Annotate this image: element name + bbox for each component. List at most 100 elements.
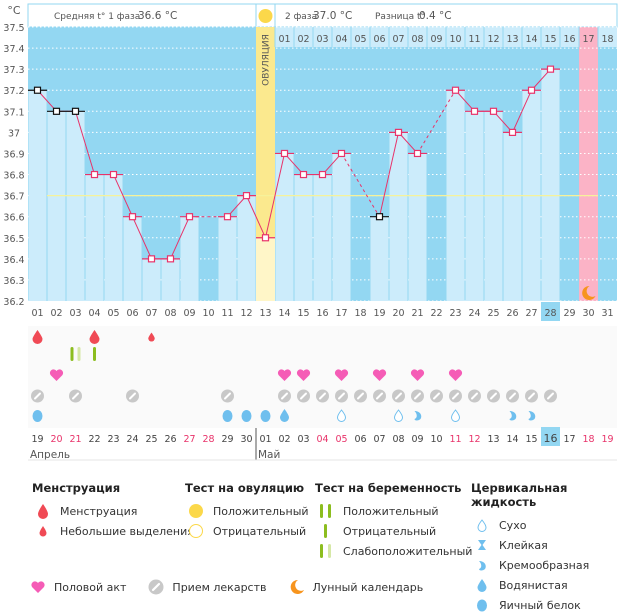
temperature-bar	[503, 132, 522, 301]
cycle-day-label: 30	[582, 308, 594, 319]
expected-period-column	[579, 27, 598, 301]
phase1-value: 36.6 °C	[138, 10, 177, 22]
sticky-icon	[471, 538, 493, 552]
y-tick-label: 37.1	[3, 107, 24, 118]
y-tick-label: 37.5	[3, 23, 24, 34]
temperature-bar	[332, 153, 351, 301]
temperature-point	[71, 107, 80, 115]
temperature-point	[394, 128, 403, 136]
pill-icon-stripe	[224, 392, 231, 400]
calendar-date: 25	[145, 434, 157, 445]
post-ovulation-day-label: 07	[392, 34, 404, 45]
y-tick-label: 37.3	[3, 65, 24, 76]
temperature-bar	[237, 195, 256, 301]
pill-icon-stripe	[376, 392, 383, 400]
temperature-line-segment	[379, 132, 399, 217]
pill-icon-stripe	[338, 392, 345, 400]
temperature-line-segment	[417, 89, 456, 154]
legend-item: Водянистая	[499, 578, 568, 592]
month-label: Апрель	[30, 449, 70, 461]
post-ovulation-day-label: 15	[544, 34, 556, 45]
icon-grid-background	[28, 326, 617, 428]
blood-drop-icon	[32, 330, 43, 344]
post-ovulation-day-label: 06	[373, 34, 385, 45]
temperature-bar	[313, 174, 332, 301]
pill-icon-stripe	[357, 392, 364, 400]
calendar-date: 16	[544, 432, 558, 445]
post-ovulation-day-label: 04	[335, 34, 347, 45]
calendar-date: 09	[411, 434, 423, 445]
calendar-date: 02	[278, 434, 290, 445]
temperature-bar	[142, 258, 161, 301]
temperature-bar	[218, 216, 237, 301]
legend-item: Отрицательный	[213, 524, 307, 538]
cycle-day-label: 31	[601, 308, 613, 319]
calendar-date: 28	[202, 434, 214, 445]
post-ovulation-day-label: 16	[563, 34, 575, 45]
heart-icon	[448, 369, 463, 381]
temperature-line-segment	[512, 90, 532, 133]
heart-icon	[277, 369, 292, 381]
temperature-bar	[408, 153, 427, 301]
pill-icon-stripe	[72, 392, 79, 400]
egg-white-icon	[260, 410, 271, 422]
temperature-bar	[85, 174, 104, 301]
legend-ovulation-test: Тест на овуляцию Положительный Отрицател…	[185, 481, 309, 541]
pill-icon-stripe	[319, 392, 326, 400]
dry-drop-icon	[450, 409, 461, 422]
temperature-bar	[275, 153, 294, 301]
calendar-date: 27	[183, 434, 195, 445]
cycle-day-label: 29	[563, 308, 575, 319]
moon-icon	[582, 285, 596, 300]
diff-value: 0.4 °C	[419, 10, 452, 22]
calendar-date: 21	[69, 434, 81, 445]
post-ovulation-day-label: 17	[582, 34, 594, 45]
one-bar-icon	[315, 524, 337, 538]
legend-item: Менструация	[60, 504, 138, 518]
creamy-icon	[509, 411, 517, 421]
dry-drop-icon	[471, 518, 493, 532]
temperature-point	[508, 128, 517, 136]
y-tick-label: 36.5	[3, 234, 24, 245]
pregnancy-test-weak-bar-icon	[77, 347, 81, 361]
y-tick-label: 36.6	[3, 213, 24, 224]
y-tick-label: 36.9	[3, 149, 24, 160]
calendar-date: 05	[335, 434, 347, 445]
temperature-point	[337, 149, 346, 158]
creamy-icon	[471, 558, 493, 572]
legend-item: Клейкая	[499, 538, 548, 552]
y-tick-label: 37.4	[3, 44, 24, 55]
bbt-chart: °C Средняя t° 1 фаза 36.6 °C 2 фаза 37.0 °C Р…	[3, 3, 618, 461]
calendar-date: 24	[126, 434, 138, 445]
legend-item: Небольшие выделения	[60, 524, 194, 538]
calendar-date: 12	[468, 434, 480, 445]
legend-pregnancy-test: Тест на беременность Положительный Отриц…	[315, 481, 472, 561]
positive-circle-icon	[185, 503, 207, 519]
legend-item: Лунный календарь	[312, 580, 424, 594]
post-ovulation-day-label: 11	[468, 34, 480, 45]
blood-drop-icon	[89, 330, 100, 344]
temperature-bar	[389, 132, 408, 301]
calendar-date: 13	[487, 434, 499, 445]
cycle-day-label: 06	[126, 308, 138, 319]
y-tick-label: 36.7	[3, 192, 24, 203]
cycle-day-label: 10	[202, 308, 214, 319]
temperature-point	[52, 107, 61, 115]
heart-icon	[30, 580, 46, 594]
temperature-bar	[123, 216, 142, 301]
cycle-day-label: 07	[145, 308, 157, 319]
post-ovulation-day-label: 01	[278, 34, 290, 45]
temperature-bar	[161, 258, 180, 301]
today-highlight	[541, 302, 560, 321]
calendar-date: 29	[221, 434, 233, 445]
weak-bars-icon	[315, 544, 337, 558]
legend-item: Отрицательный	[343, 524, 437, 538]
pill-icon-stripe	[490, 392, 497, 400]
y-tick-label: 36.2	[3, 297, 24, 308]
blood-drop-icon	[32, 503, 54, 519]
calendar-date: 06	[354, 434, 366, 445]
post-ovulation-day-label: 03	[316, 34, 328, 45]
pill-icon-stripe	[509, 392, 516, 400]
post-ovulation-day-label: 10	[449, 34, 461, 45]
calendar-date: 01	[259, 434, 271, 445]
